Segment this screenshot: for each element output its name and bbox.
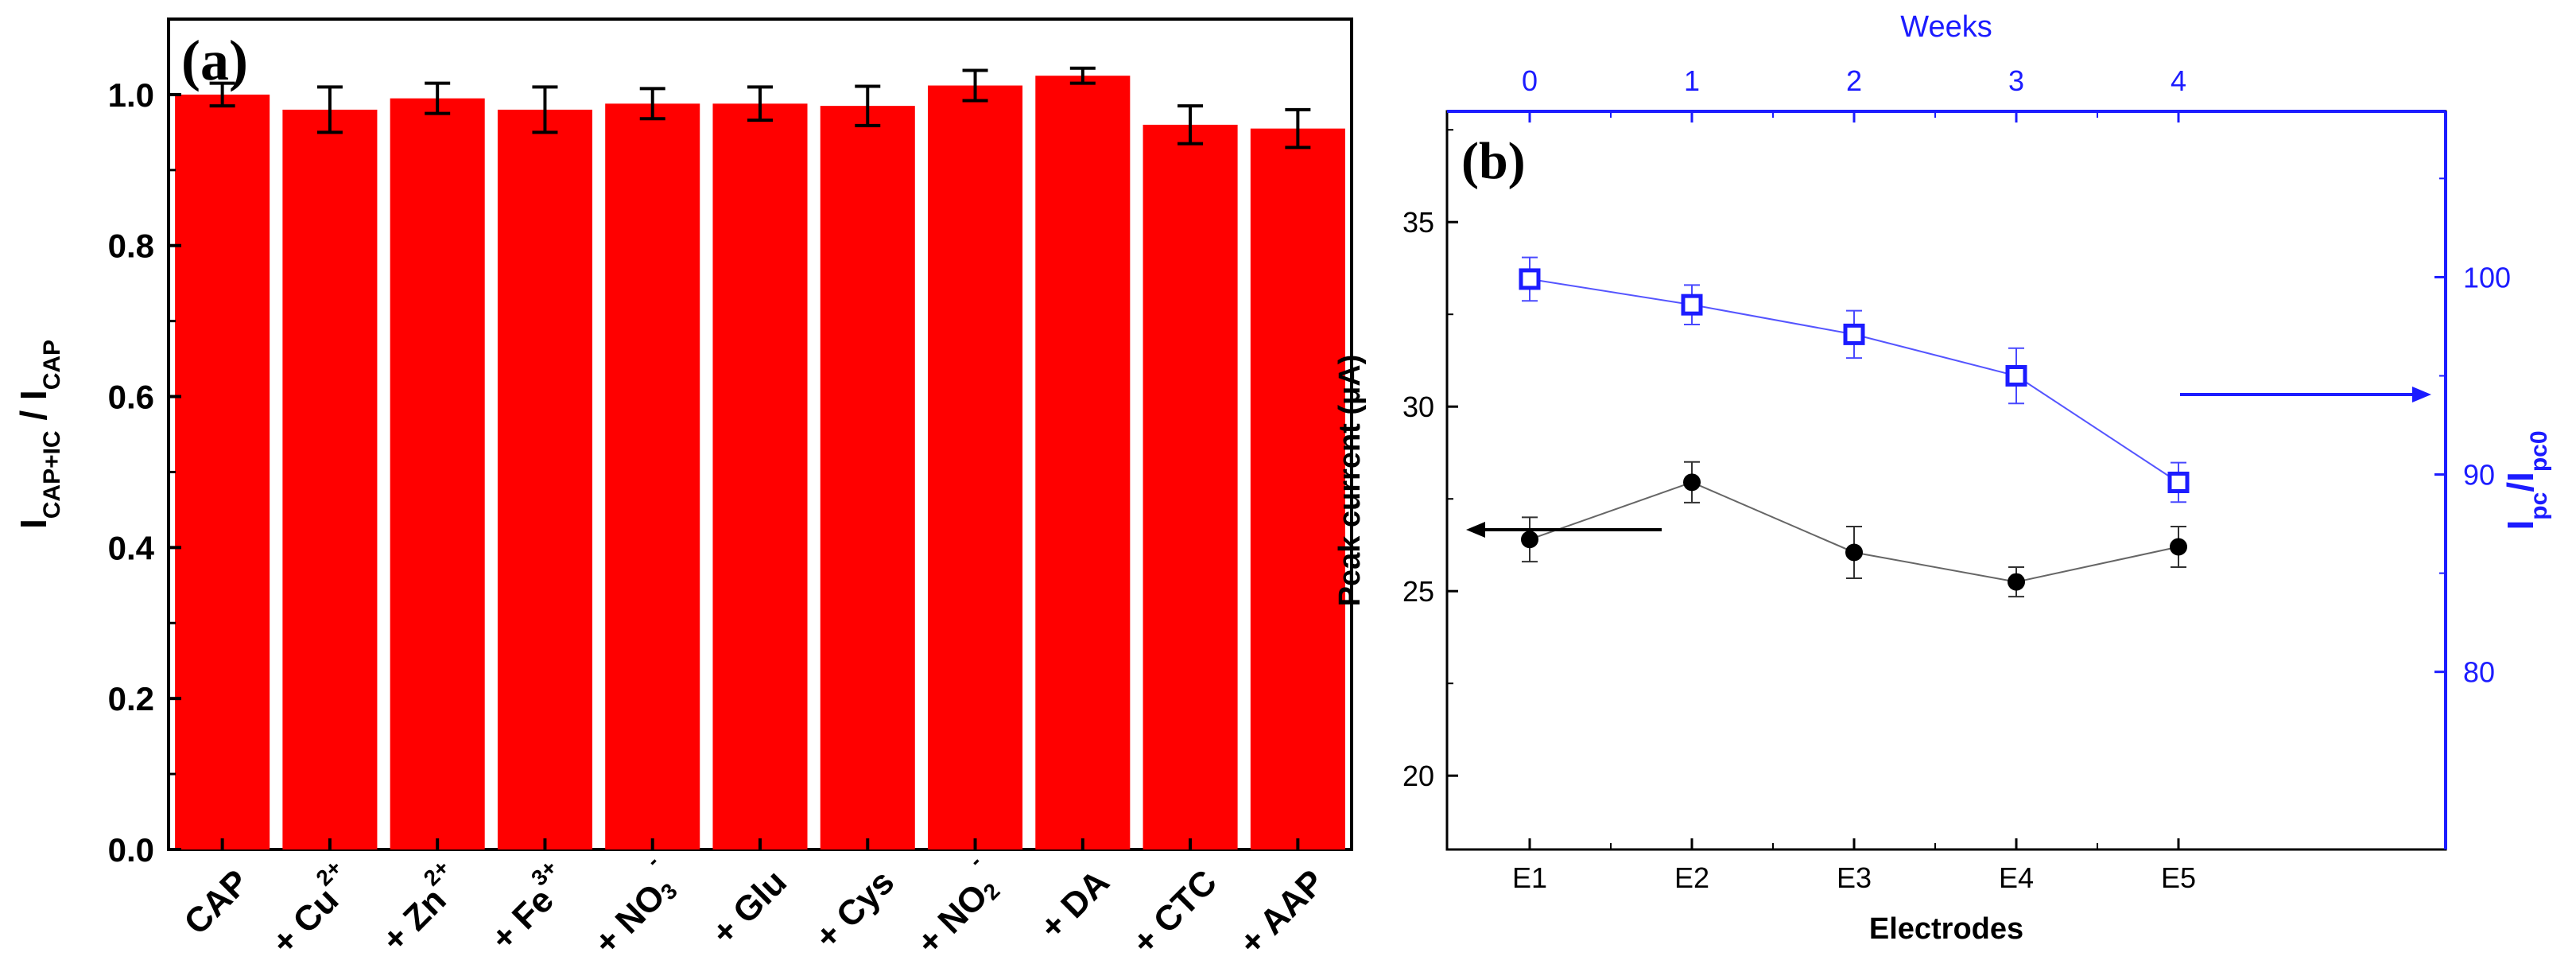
top-x-tick-label-1: 1 [1684,64,1700,97]
left-y-tick-label-2: 30 [1402,391,1434,423]
series-1-point-2 [1843,323,1865,345]
top-x-tick-label-3: 3 [2008,64,2024,97]
error-bar-7 [962,68,988,103]
right-y-tick-label-0: 80 [2463,656,2495,689]
series-0-point-4 [2170,538,2187,556]
x-tick-label-0: CAP [177,862,256,942]
bottom-x-tick-label-1: E2 [1674,861,1709,894]
error-bar-9 [1177,104,1204,146]
series-0-point-1 [1683,473,1701,492]
error-bar-6 [855,84,881,127]
right-axis-arrow [2180,387,2431,402]
error-bar-10 [1285,107,1311,150]
panel-a-y-label: ICAP+IC / ICAP [13,340,65,529]
y-tick-label-1: 0.2 [108,680,154,717]
x-tick-label-3: + Fe3+ [476,855,580,958]
series-0-point-0 [1521,531,1538,549]
y-tick-label-0: 0.0 [108,831,154,869]
panel-b-label: (b) [1461,132,1526,190]
x-tick-label-1: + Cu2+ [257,855,364,962]
bar-4 [605,103,700,849]
top-x-tick-label-4: 4 [2171,64,2186,97]
bar-7 [928,85,1023,849]
error-bar-1 [316,85,343,134]
panel-a-label: (a) [181,29,248,92]
bottom-x-tick-label-3: E4 [1999,861,2034,894]
panel-b-right-axis: 80 90 100 [2434,177,2511,689]
x-tick-label-10: + AAP [1232,862,1333,962]
series-1-point-1 [1681,294,1703,316]
left-y-tick-label-3: 35 [1402,206,1434,239]
y-tick-label-4: 0.8 [108,227,154,265]
bottom-x-tick-label-4: E5 [2161,861,2196,894]
series-1-line [1529,278,2179,484]
right-y-tick-label-1: 90 [2463,459,2495,492]
series-0 [1521,461,2187,598]
panel-b-series [1519,256,2190,598]
x-tick-label-2: + Zn2+ [367,855,471,959]
panel-a-bars [175,76,1345,850]
top-x-tick-label-0: 0 [1522,64,1538,97]
bar-1 [282,109,378,849]
error-bar-0 [209,81,235,108]
bottom-x-tick-label-2: E3 [1837,861,1872,894]
bar-0 [175,94,270,850]
bar-6 [820,106,915,850]
x-tick-label-9: + CTC [1125,862,1224,962]
panel-b-left-y-label: Peak current (μA) [1333,355,1367,607]
panel-b-frame [1445,110,2447,851]
x-tick-label-8: + DA [1033,862,1117,947]
error-bar-3 [532,85,558,134]
bar-5 [712,103,808,849]
left-axis-arrow [1466,522,1662,538]
panel-b-top-axis: 0 1 2 3 4 [1522,64,2186,122]
x-tick-label-7: + NO2- [897,849,1010,962]
bar-10 [1250,128,1345,850]
panel-b-left-axis: 20 25 30 35 [1402,129,1458,792]
bar-2 [390,98,485,850]
series-1-point-3 [2005,364,2027,387]
error-bar-2 [425,81,451,115]
right-y-tick-label-2: 100 [2463,261,2511,294]
bar-8 [1035,76,1131,849]
panel-a-x-axis: CAP + Cu2++ Zn2++ Fe3++ NO3-+ Glu + Cys + N… [177,838,1332,962]
error-bar-5 [747,85,773,122]
y-tick-label-3: 0.6 [108,379,154,416]
x-tick-label-6: + Cys [808,862,902,957]
series-1-point-0 [1519,268,1541,290]
x-tick-label-5: + Glu [704,862,794,952]
error-bar-4 [639,87,665,121]
panel-a-error-bars [209,66,1311,150]
x-tick-label-4: + NO3- [574,849,687,962]
left-y-tick-label-1: 25 [1402,575,1434,608]
panel-a: (a) 0.00.20.40.60.81.0 CAP + Cu2++ Zn2++ … [13,17,1353,962]
y-tick-label-2: 0.4 [108,529,155,566]
series-0-point-2 [1845,543,1863,562]
panel-b: (b) 20 25 30 35 80 90 100 E1 E2 E3 E4 E5 0 1 2 3 4 Pe… [1333,10,2552,946]
panel-b-bottom-axis: E1 E2 E3 E4 E5 [1512,838,2196,894]
series-1 [1519,256,2190,503]
bottom-x-tick-label-0: E1 [1512,861,1547,894]
y-tick-label-5: 1.0 [108,76,154,114]
left-y-tick-label-0: 20 [1402,760,1434,792]
bar-9 [1143,124,1238,849]
error-bar-8 [1069,66,1096,85]
series-1-point-4 [2167,471,2190,493]
panel-b-x-label: Electrodes [1869,912,2023,946]
panel-a-y-axis: 0.0 0.2 0.4 0.6 0.8 1.0 [108,76,181,869]
panel-b-top-x-label: Weeks [1900,10,1992,44]
series-0-point-3 [2008,573,2025,591]
top-x-tick-label-2: 2 [1846,64,1862,97]
panel-b-right-y-label: Ipc/Ipc0 [2500,430,2552,530]
bar-3 [497,109,592,849]
